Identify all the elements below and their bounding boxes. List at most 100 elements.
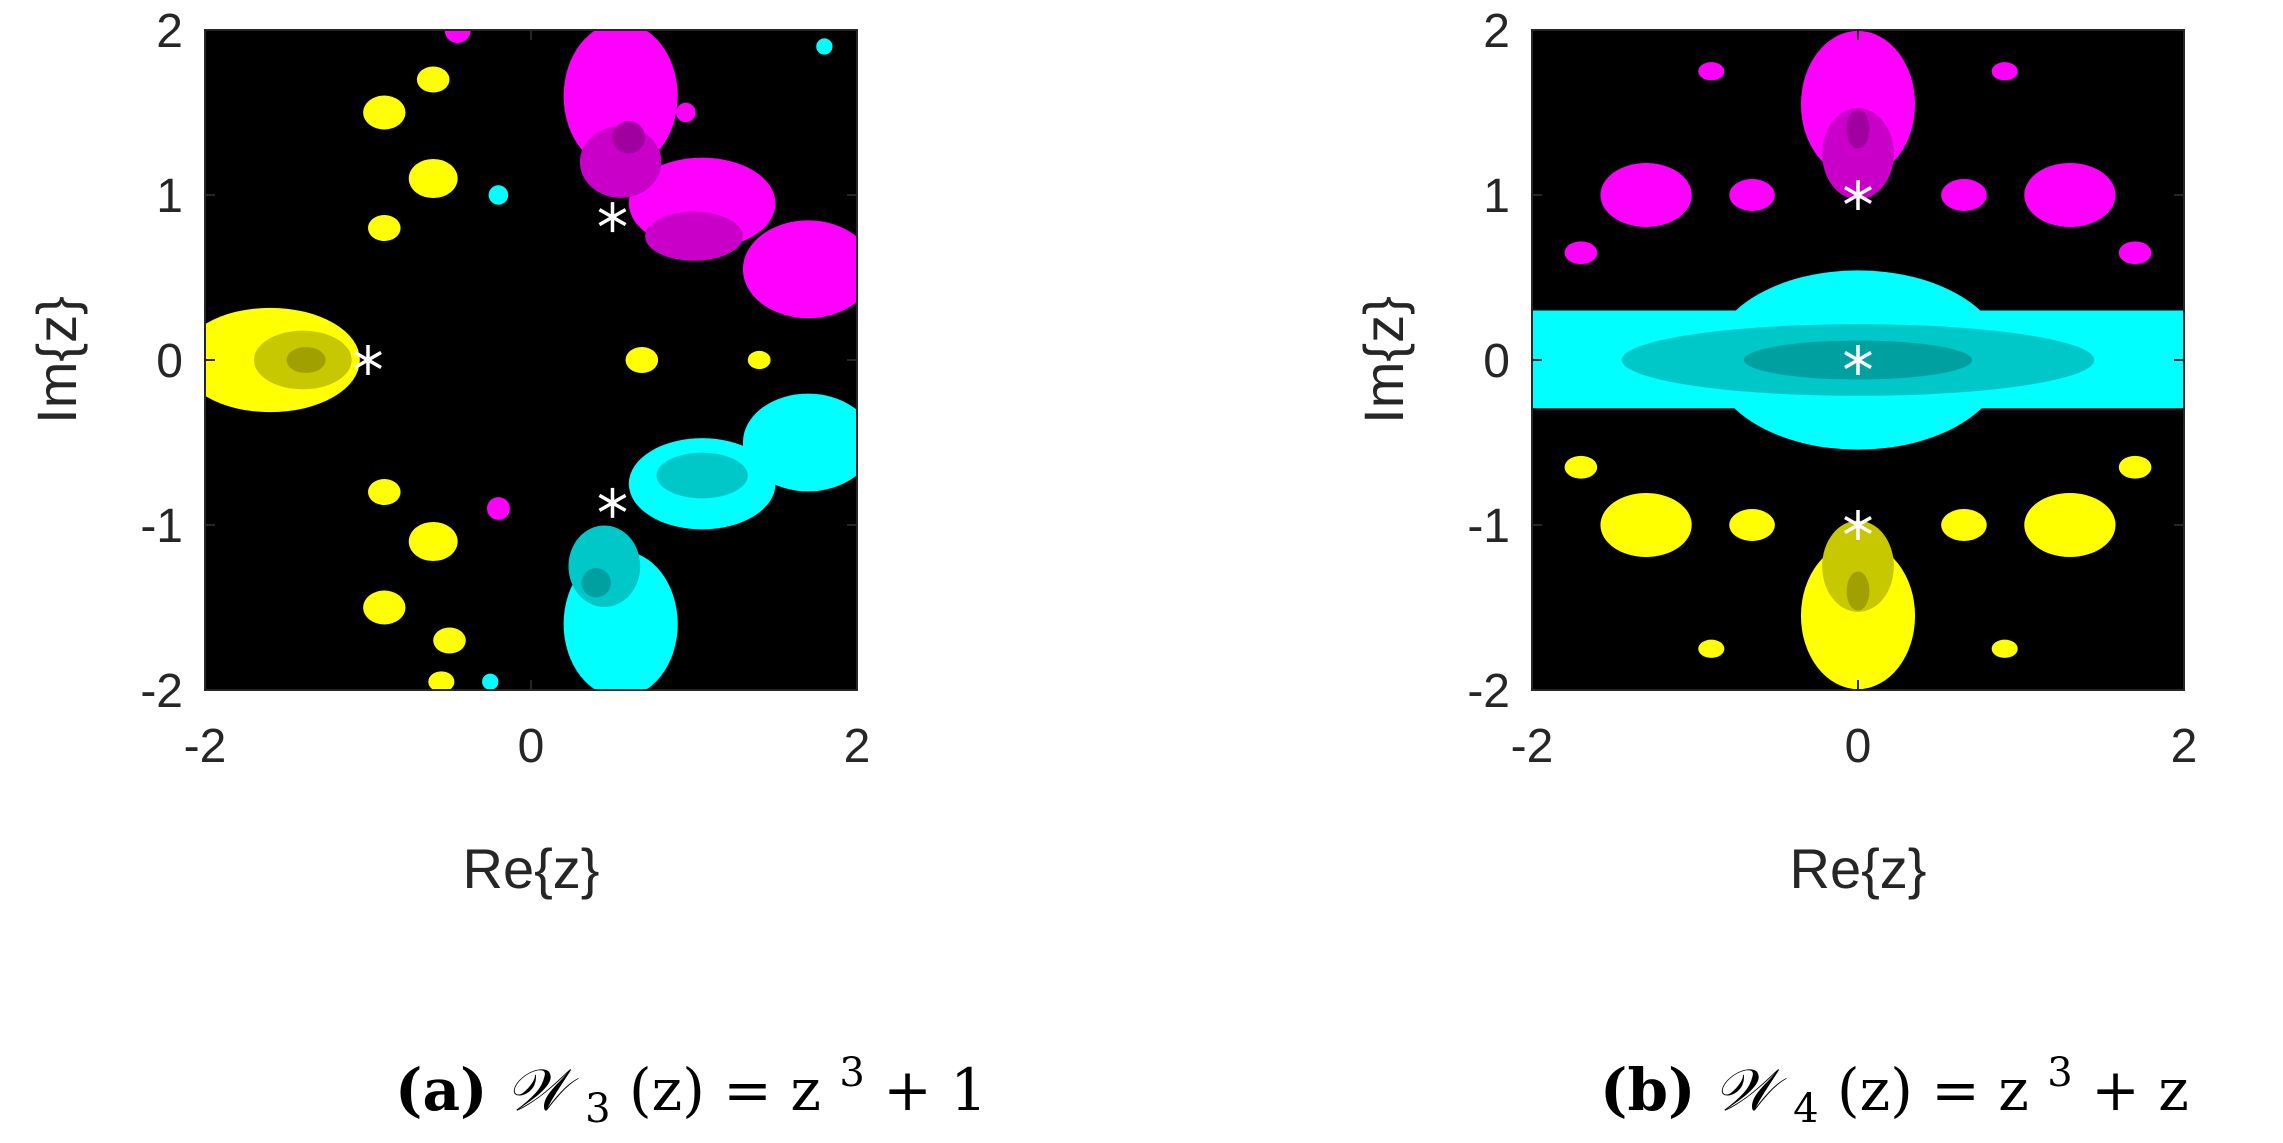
basin-yellow-satellite [363,95,406,130]
root-markers-a [354,202,627,518]
basin-yellow-satellite [428,671,455,690]
basin-magenta-satellite [1698,62,1725,81]
basin-yellow-satellite [1729,509,1775,541]
root-marker [598,202,627,233]
root-marker [1844,180,1872,210]
basin-yellow-center [1846,571,1870,611]
y-tick-label: 2 [156,5,183,58]
caption-exponent-a: 3 [839,1050,864,1096]
basin-yellow-satellite [1600,493,1692,557]
basin-yellow-satellite [1564,455,1598,479]
basin-yellow-satellite [2024,493,2116,557]
basin-cyan-satellite [482,673,499,690]
basin-magenta-satellite [486,497,510,520]
basin-regions-b [1532,30,2184,690]
root-marker-stroke [598,208,627,227]
caption-formula-a: (z) = z [629,1056,821,1124]
basin-magenta-satellite [2024,163,2116,227]
basin-yellow-satellite [2118,455,2152,479]
basin-yellow-satellite [368,478,401,506]
basin-yellow-satellite [1698,639,1725,658]
y-tick-label: 1 [1483,170,1510,223]
basin-yellow-satellite [408,521,458,562]
y-tick-label: -1 [1467,500,1510,553]
caption-a: (a) 𝒲 3 (z) = z 3 + 1 [395,1032,987,1136]
basin-magenta-core [1822,108,1894,200]
basin-yellow-satellite [1991,639,2018,658]
basin-magenta-satellite [1941,179,1987,211]
basin-regions-a [205,30,857,690]
axis-ticks-a: -2 0 2 2 1 0 -1 -2 [140,5,870,773]
y-tick-label: 1 [156,170,183,223]
root-marker [1844,345,1872,375]
x-tick-label: 2 [2171,720,2198,773]
x-axis-label-b: Re{z} [1790,837,1927,900]
basin-cyan-center [581,568,611,598]
caption-formula-b: (z) = z [1837,1056,2029,1124]
basin-magenta-satellite [1729,179,1775,211]
y-tick-label: -1 [140,500,183,553]
x-tick-label: 0 [1845,720,1872,773]
basin-yellow-satellite [416,66,450,93]
root-marker [1844,510,1872,540]
x-tick-label: 0 [518,720,545,773]
basin-yellow-satellite [625,346,659,374]
x-axis-label-a: Re{z} [463,837,600,900]
y-tick-label: 0 [156,335,183,388]
x-tick-label: 2 [844,720,871,773]
caption-label-a: (a) [395,1056,487,1124]
y-tick-label: 0 [1483,335,1510,388]
basin-magenta-satellite [444,30,471,44]
root-marker-stroke [1844,350,1872,370]
caption-symbol-b: 𝒲 [1714,1056,1787,1124]
basin-magenta-satellite [1991,62,2018,81]
basin-yellow-satellite [747,350,771,370]
basin-magenta-upper [563,30,678,170]
root-marker-stroke [598,493,627,512]
basin-yellow-center [286,346,326,374]
root-marker [354,345,382,375]
caption-tail-a: + 1 [883,1056,987,1124]
basin-yellow-core [1822,520,1894,612]
panel-b: -2 0 2 2 1 0 -1 -2 Re{z} Im{z} (b) 𝒲 4 (z) = z … [1352,5,2197,1136]
basin-cyan-satellite [816,38,833,55]
basin-cyan-satellite [488,185,509,205]
basin-yellow-satellite [433,627,466,654]
basin-magenta-center [1846,109,1870,149]
y-tick-label: -2 [1467,665,1510,718]
caption-symbol-a: 𝒲 [506,1056,579,1124]
basin-yellow-satellite [368,214,401,242]
x-tick-label: -2 [1511,720,1554,773]
caption-b: (b) 𝒲 4 (z) = z 3 + z [1600,1032,2189,1136]
caption-label-b: (b) [1600,1056,1695,1124]
basin-magenta-satellite [1564,241,1598,265]
root-marker-stroke [354,350,382,370]
x-tick-label: -2 [184,720,227,773]
y-tick-label: 2 [1483,5,1510,58]
basin-magenta-arm-core [645,211,743,261]
panel-a: -2 0 2 2 1 0 -1 -2 Re{z} Im{z} (a) 𝒲 3 (z) = z … [25,5,987,1136]
basin-cyan-arm-core [656,452,748,499]
basin-magenta-tail [742,220,857,319]
root-marker-stroke [1844,515,1872,535]
basin-magenta-satellite [2118,241,2152,265]
axis-ticks-b: -2 0 2 2 1 0 -1 -2 [1467,5,2197,773]
root-markers-b [1844,180,1872,540]
y-axis-label-b: Im{z} [1352,296,1415,424]
y-axis-label-a: Im{z} [25,296,88,424]
y-tick-label: -2 [140,665,183,718]
basin-yellow-satellite [408,158,458,199]
caption-subscript-b: 4 [1793,1086,1818,1132]
root-marker [598,487,627,518]
basin-magenta-satellite [676,102,696,123]
basin-magenta-center [612,120,646,154]
basin-magenta-satellite [1600,163,1692,227]
caption-subscript-a: 3 [585,1086,610,1132]
caption-tail-b: + z [2091,1056,2189,1124]
root-marker-stroke [1844,185,1872,205]
basin-yellow-satellite [363,590,406,625]
basin-yellow-satellite [1941,509,1987,541]
caption-exponent-b: 3 [2047,1050,2072,1096]
basin-cyan-tail [742,393,857,492]
